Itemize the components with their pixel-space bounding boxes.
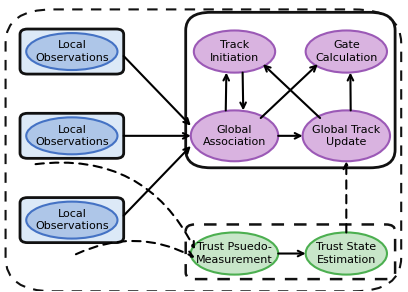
Ellipse shape bbox=[26, 202, 118, 239]
Text: Local
Observations: Local Observations bbox=[35, 209, 109, 231]
Ellipse shape bbox=[306, 30, 387, 73]
Ellipse shape bbox=[191, 110, 278, 161]
Ellipse shape bbox=[194, 30, 275, 73]
Text: Global Track
Update: Global Track Update bbox=[312, 125, 380, 147]
Text: Trust Psuedo-
Measurement: Trust Psuedo- Measurement bbox=[196, 242, 273, 265]
Ellipse shape bbox=[26, 117, 118, 154]
Ellipse shape bbox=[306, 232, 387, 274]
FancyBboxPatch shape bbox=[20, 29, 124, 74]
Text: Local
Observations: Local Observations bbox=[35, 40, 109, 63]
FancyBboxPatch shape bbox=[20, 113, 124, 158]
Text: Local
Observations: Local Observations bbox=[35, 125, 109, 147]
Ellipse shape bbox=[26, 33, 118, 70]
Text: Trust State
Estimation: Trust State Estimation bbox=[316, 242, 376, 265]
Ellipse shape bbox=[303, 110, 390, 161]
Ellipse shape bbox=[191, 232, 278, 274]
FancyBboxPatch shape bbox=[20, 198, 124, 243]
Text: Track
Initiation: Track Initiation bbox=[210, 40, 259, 63]
Text: Gate
Calculation: Gate Calculation bbox=[315, 40, 377, 63]
Text: Global
Association: Global Association bbox=[203, 125, 266, 147]
